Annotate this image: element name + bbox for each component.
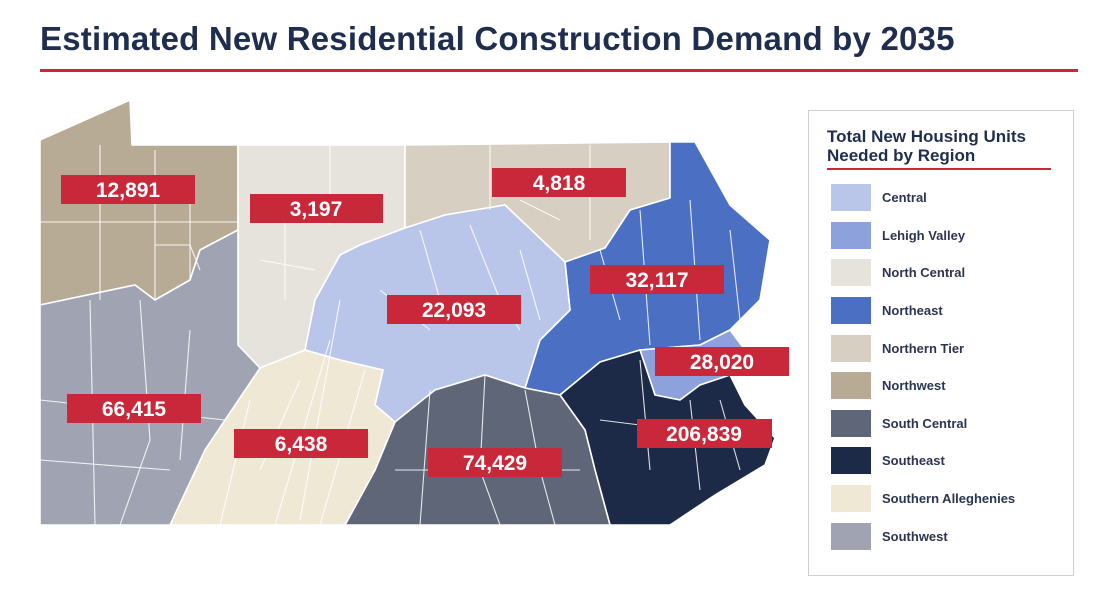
value-southeast: 206,839: [666, 423, 742, 446]
legend-label: Northeast: [882, 303, 943, 319]
value-lehigh-valley: 28,020: [690, 351, 754, 374]
legend-title-line1: Total New Housing Units: [827, 127, 1026, 146]
legend-swatch: [831, 485, 871, 513]
legend-item-lehigh-valley: Lehigh Valley: [831, 217, 1015, 255]
value-north-central: 3,197: [290, 198, 343, 221]
value-northeast: 32,117: [625, 269, 688, 292]
legend: Total New Housing Units Needed by Region…: [808, 110, 1074, 576]
legend-swatch: [831, 372, 871, 400]
legend-swatch: [831, 447, 871, 475]
legend-item-southeast: Southeast: [831, 442, 1015, 480]
legend-label: Southeast: [882, 453, 945, 469]
label-northeast: 32,117: [590, 265, 724, 294]
legend-item-south-central: South Central: [831, 405, 1015, 443]
legend-item-northern-tier: Northern Tier: [831, 329, 1015, 367]
legend-swatch: [831, 184, 871, 212]
legend-title-line2: Needed by Region: [827, 146, 976, 165]
legend-swatch: [831, 409, 871, 437]
legend-swatch: [831, 297, 871, 325]
value-labels: 12,891 3,197 4,818 32,117 22,093 28,020 …: [61, 168, 789, 477]
legend-title: Total New Housing Units Needed by Region: [827, 127, 1057, 165]
label-southeast: 206,839: [637, 419, 772, 448]
title-underline: [40, 69, 1078, 72]
legend-label: South Central: [882, 415, 968, 431]
legend-label: Southwest: [882, 528, 948, 544]
value-central: 22,093: [422, 299, 486, 322]
legend-swatch: [831, 334, 871, 362]
value-south-central: 74,429: [463, 452, 527, 475]
legend-underline: [827, 168, 1051, 170]
legend-item-southern-alleghenies: Southern Alleghenies: [831, 480, 1015, 518]
legend-label: Northwest: [882, 378, 946, 394]
legend-item-northeast: Northeast: [831, 292, 1015, 330]
label-northwest: 12,891: [61, 175, 195, 204]
value-southern-alleghenies: 6,438: [275, 433, 328, 456]
legend-swatch: [831, 259, 871, 287]
label-southwest: 66,415: [67, 394, 201, 423]
legend-item-southwest: Southwest: [831, 517, 1015, 555]
value-northwest: 12,891: [96, 179, 161, 202]
pennsylvania-region-map: 12,891 3,197 4,818 32,117 22,093 28,020 …: [39, 99, 789, 526]
legend-label: Southern Alleghenies: [882, 491, 1016, 507]
legend-label: North Central: [882, 265, 966, 281]
label-central: 22,093: [387, 295, 521, 324]
legend-label: Lehigh Valley: [882, 227, 966, 243]
legend-item-northwest: Northwest: [831, 367, 1015, 405]
legend-swatch: [831, 221, 871, 249]
label-southern-alleghenies: 6,438: [234, 429, 368, 458]
legend-swatch: [831, 522, 871, 550]
label-south-central: 74,429: [428, 448, 562, 477]
value-northern-tier: 4,818: [533, 172, 586, 195]
legend-label: Central: [882, 190, 927, 206]
label-northern-tier: 4,818: [492, 168, 626, 197]
label-north-central: 3,197: [250, 194, 383, 223]
label-lehigh-valley: 28,020: [655, 347, 789, 376]
legend-item-north-central: North Central: [831, 254, 1015, 292]
legend-list: Central Lehigh Valley North Central Nort…: [831, 179, 1015, 555]
legend-item-central: Central: [831, 179, 1015, 217]
value-southwest: 66,415: [102, 398, 167, 421]
legend-label: Northern Tier: [882, 340, 965, 356]
page-title: Estimated New Residential Construction D…: [40, 20, 955, 57]
